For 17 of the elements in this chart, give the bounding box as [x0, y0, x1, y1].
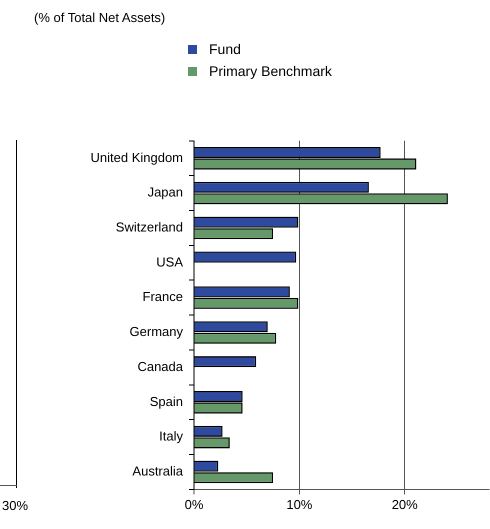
legend-label: Primary Benchmark [209, 63, 332, 79]
y-tick-label: United Kingdom [90, 150, 183, 165]
x-tick-label: 0% [184, 496, 204, 512]
y-tick-label: Canada [137, 358, 184, 374]
y-tick-label: Switzerland [116, 220, 183, 235]
text: 30% [2, 498, 28, 513]
y-tick-label: Australia [132, 464, 184, 479]
y-tick-label: Japan [148, 184, 183, 200]
y-tick-label: Germany [130, 324, 184, 340]
x-tick-label: 10% [286, 496, 313, 512]
x-tick-label: 20% [392, 496, 418, 512]
chart-title: (% of Total Net Assets) [34, 10, 166, 25]
y-tick-label: Spain [150, 394, 183, 409]
y-tick-label: USA [156, 254, 184, 270]
y-tick-label: France [142, 289, 183, 304]
legend-label: Fund [209, 41, 241, 57]
y-tick-label: Italy [159, 428, 184, 444]
